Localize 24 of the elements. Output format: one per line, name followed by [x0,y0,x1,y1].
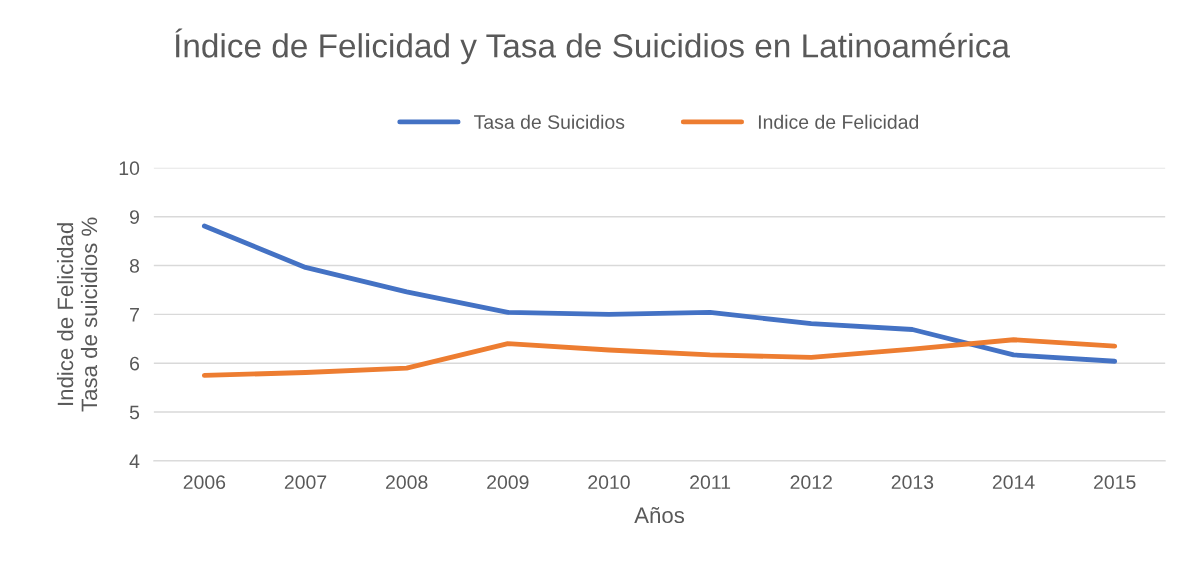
y-tick-label: 4 [129,454,140,468]
x-tick-label: 2006 [183,475,226,490]
x-tick-label: 2010 [588,475,630,490]
x-tick-label: 2011 [690,475,731,490]
x-tick-label: 2009 [487,475,529,490]
chart-title: Índice de Felicidad y Tasa de Suicidios en Latinoamérica [175,28,1010,65]
y-tick-label: 9 [130,210,139,224]
y-tick-label: 5 [129,405,140,420]
y-axis-title: Indice de Felicidad Tasa de suicidios % [56,217,98,412]
line-series [201,223,1118,364]
x-tick-label: 2012 [790,475,832,490]
y-tick-label: 6 [130,356,140,371]
x-axis-title: Años [634,506,685,524]
line-series [201,337,1118,378]
legend-label: Indice de Felicidad [758,114,919,129]
x-tick-label: 2014 [992,475,1035,490]
x-tick-label: 2013 [891,475,934,490]
legend-label: Tasa de Suicidios [474,114,625,129]
x-tick-label: 2008 [386,475,428,490]
y-tick-label: 8 [129,259,140,273]
y-tick-label: 7 [130,308,139,322]
x-tick-label: 2015 [1094,475,1136,490]
y-tick-label: 10 [119,161,140,176]
x-tick-label: 2007 [284,475,327,490]
